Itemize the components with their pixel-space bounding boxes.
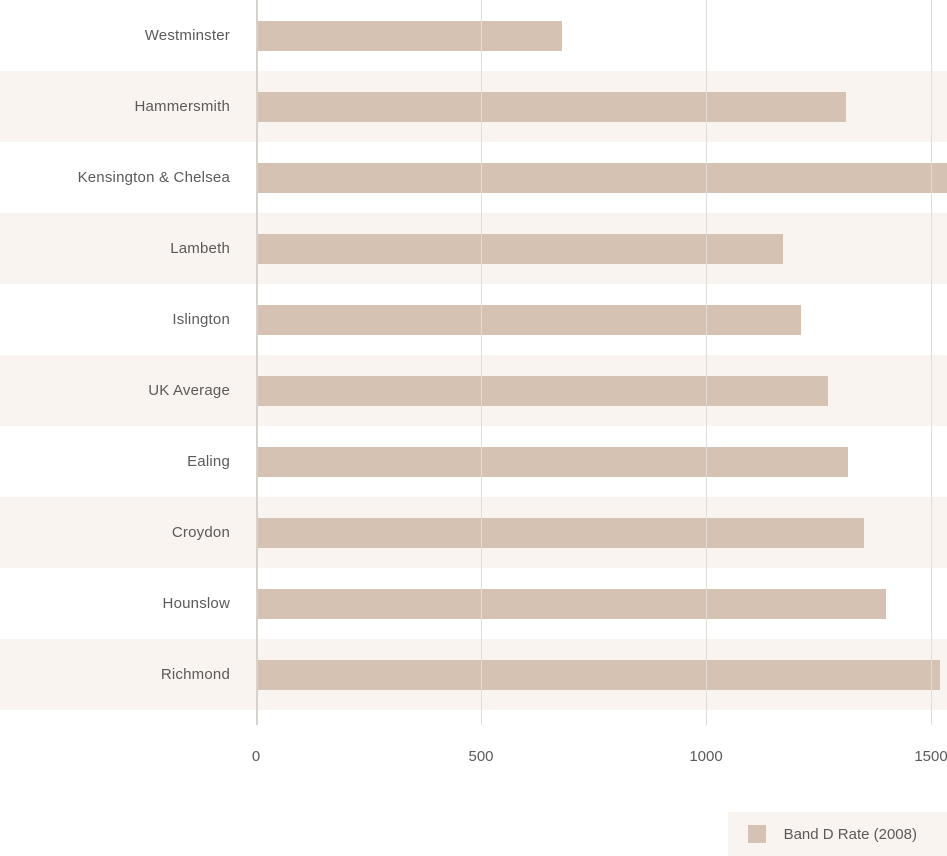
x-tick-label: 1000 — [689, 748, 722, 765]
bar-row: Hounslow — [0, 568, 947, 639]
x-tick-label: 1500 — [914, 748, 947, 765]
bar-row: Richmond — [0, 639, 947, 710]
bar-row: Croydon — [0, 497, 947, 568]
legend-swatch — [748, 825, 766, 843]
gridline — [481, 0, 482, 725]
chart-legend: Band D Rate (2008) — [728, 812, 947, 856]
gridline — [931, 0, 932, 725]
bar — [258, 660, 940, 690]
legend-label: Band D Rate (2008) — [784, 826, 917, 843]
category-label: Lambeth — [0, 240, 230, 257]
category-label: UK Average — [0, 382, 230, 399]
category-label: Hounslow — [0, 595, 230, 612]
gridline — [256, 0, 258, 725]
bar-row: Islington — [0, 284, 947, 355]
bar-row: Lambeth — [0, 213, 947, 284]
bar-row: Hammersmith — [0, 71, 947, 142]
category-label: Hammersmith — [0, 98, 230, 115]
bar — [258, 92, 846, 122]
bar — [258, 21, 562, 51]
bar — [258, 518, 864, 548]
category-label: Islington — [0, 311, 230, 328]
gridline — [706, 0, 707, 725]
x-tick-label: 500 — [468, 748, 493, 765]
bar — [258, 305, 801, 335]
bar-row: Westminster — [0, 0, 947, 71]
bar-row: Kensington & Chelsea — [0, 142, 947, 213]
bar — [258, 163, 947, 193]
category-label: Kensington & Chelsea — [0, 169, 230, 186]
bar — [258, 376, 828, 406]
bar — [258, 234, 783, 264]
x-tick-label: 0 — [252, 748, 260, 765]
bar — [258, 589, 886, 619]
chart-plot-area: Westminster Hammersmith Kensington & Chels… — [0, 0, 947, 720]
category-label: Westminster — [0, 27, 230, 44]
bar-row: Ealing — [0, 426, 947, 497]
category-label: Ealing — [0, 453, 230, 470]
category-label: Richmond — [0, 666, 230, 683]
category-label: Croydon — [0, 524, 230, 541]
bar — [258, 447, 848, 477]
bar-row: UK Average — [0, 355, 947, 426]
